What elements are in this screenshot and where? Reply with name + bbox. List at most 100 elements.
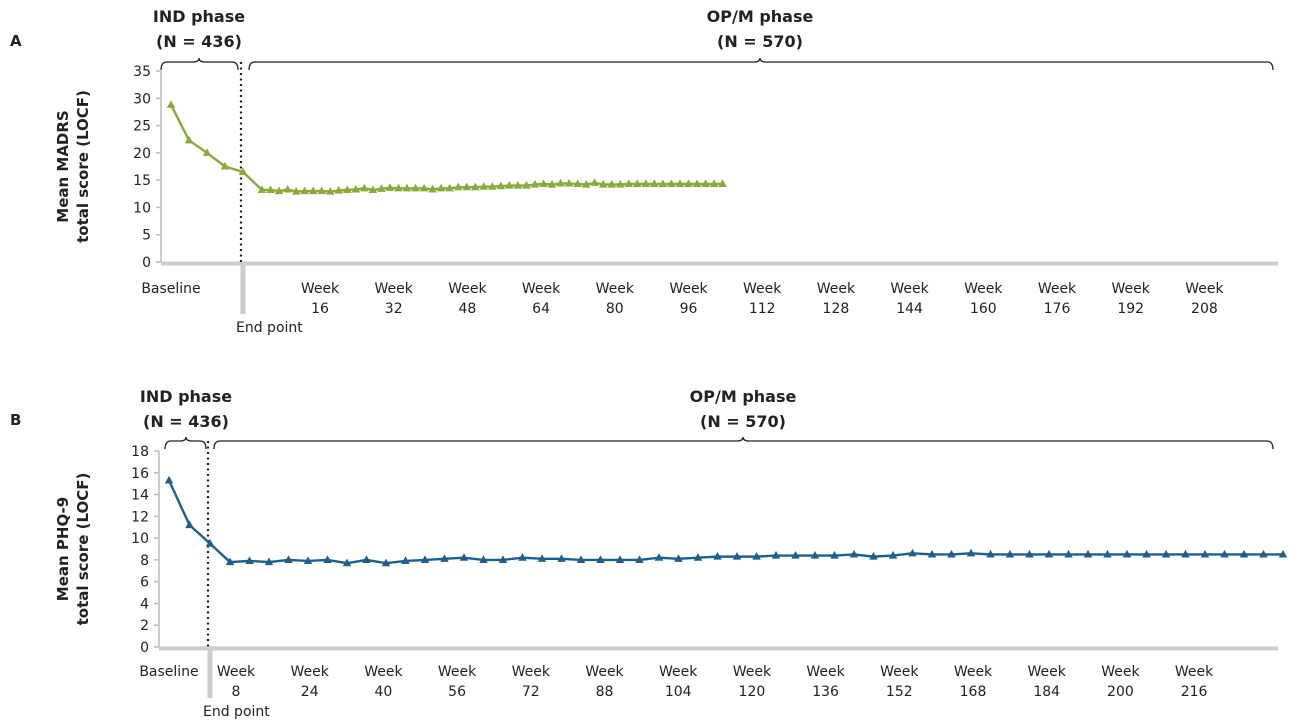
data-point bbox=[184, 135, 194, 144]
phase-n-ind: (N = 436) bbox=[143, 412, 229, 431]
data-point bbox=[718, 179, 727, 188]
phase-brace-ind bbox=[164, 436, 207, 450]
x-tick-baseline: Baseline bbox=[139, 664, 198, 680]
x-tick-week-word: Week bbox=[1175, 664, 1214, 680]
data-point bbox=[522, 181, 531, 189]
data-point bbox=[185, 520, 194, 529]
data-point bbox=[752, 552, 761, 560]
data-point bbox=[284, 555, 293, 563]
data-point bbox=[667, 179, 676, 188]
x-tick-week-word: Week bbox=[301, 281, 340, 297]
data-point bbox=[360, 183, 369, 192]
x-tick-week-number: 112 bbox=[749, 301, 776, 317]
data-point bbox=[453, 182, 463, 191]
data-point bbox=[202, 148, 212, 156]
data-point bbox=[381, 558, 391, 567]
data-point bbox=[220, 161, 230, 170]
data-point bbox=[245, 556, 254, 565]
data-point bbox=[164, 475, 174, 484]
data-point bbox=[1005, 549, 1015, 558]
data-point bbox=[401, 556, 410, 565]
data-point bbox=[225, 557, 235, 566]
data-point bbox=[428, 184, 437, 193]
y-tick-label: 14 bbox=[131, 488, 149, 504]
data-point bbox=[658, 179, 668, 188]
data-point bbox=[684, 179, 693, 188]
y-tick-label: 10 bbox=[133, 200, 151, 216]
data-point bbox=[385, 183, 395, 191]
y-tick-label: 8 bbox=[140, 553, 149, 569]
x-tick-week-word: Week bbox=[448, 281, 487, 297]
data-point bbox=[633, 179, 642, 188]
data-point bbox=[377, 184, 386, 192]
data-point bbox=[607, 179, 616, 188]
y-tick-label: 25 bbox=[133, 119, 151, 135]
data-point bbox=[266, 185, 275, 194]
series-line bbox=[169, 104, 723, 193]
data-point bbox=[1200, 549, 1210, 558]
y-tick-label: 15 bbox=[133, 173, 151, 189]
x-tick-week-number: 104 bbox=[665, 684, 692, 700]
y-tick-label: 2 bbox=[140, 618, 149, 634]
data-point bbox=[1181, 549, 1190, 558]
data-point bbox=[693, 553, 703, 561]
x-tick-week-number: 8 bbox=[232, 684, 241, 700]
data-point bbox=[479, 182, 489, 190]
data-point bbox=[849, 549, 859, 558]
x-tick-week-number: 96 bbox=[680, 301, 698, 317]
phase-label-ind: IND phase bbox=[153, 7, 245, 26]
x-tick-week-number: 152 bbox=[886, 684, 913, 700]
y-tick-label: 30 bbox=[133, 91, 151, 107]
data-point bbox=[547, 179, 557, 188]
data-point bbox=[654, 553, 664, 561]
endpoint-label: End point bbox=[236, 320, 303, 336]
data-point bbox=[1220, 549, 1229, 558]
data-point bbox=[713, 552, 722, 560]
x-tick-week-word: Week bbox=[375, 281, 414, 297]
y-tick-label: 0 bbox=[140, 640, 149, 656]
phase-label-opm: OP/M phase bbox=[690, 387, 797, 406]
data-point bbox=[810, 550, 820, 559]
series bbox=[166, 100, 727, 195]
data-point bbox=[505, 181, 514, 189]
data-point bbox=[650, 179, 659, 188]
data-point bbox=[325, 187, 335, 195]
x-tick-week-word: Week bbox=[585, 664, 624, 680]
data-point bbox=[986, 549, 995, 558]
data-point bbox=[947, 549, 956, 558]
y-tick-label: 18 bbox=[131, 444, 149, 460]
data-point bbox=[1064, 549, 1073, 558]
y-tick-label: 5 bbox=[142, 228, 151, 244]
x-tick-week-word: Week bbox=[512, 664, 551, 680]
x-tick-week-number: 216 bbox=[1181, 684, 1208, 700]
data-point bbox=[675, 179, 685, 188]
x-tick-week-word: Week bbox=[1038, 281, 1077, 297]
data-point bbox=[264, 557, 274, 566]
data-point bbox=[908, 548, 917, 557]
data-point bbox=[596, 555, 605, 563]
x-tick-baseline: Baseline bbox=[141, 281, 200, 297]
x-tick-week-number: 168 bbox=[960, 684, 987, 700]
endpoint-bar bbox=[240, 262, 246, 314]
data-point bbox=[635, 555, 644, 563]
x-tick-week-number: 200 bbox=[1107, 684, 1134, 700]
y-tick-label: 10 bbox=[131, 531, 149, 547]
phase-brace-opm bbox=[213, 436, 1274, 450]
x-tick-week-word: Week bbox=[291, 664, 330, 680]
data-point bbox=[1025, 549, 1034, 558]
x-tick-week-number: 128 bbox=[823, 301, 850, 317]
data-point bbox=[291, 187, 301, 195]
x-tick-week-word: Week bbox=[669, 281, 708, 297]
data-point bbox=[674, 554, 683, 562]
x-tick-week-word: Week bbox=[1185, 281, 1224, 297]
y-tick-label: 12 bbox=[131, 509, 149, 525]
data-point bbox=[283, 184, 292, 193]
x-tick-week-number: 136 bbox=[812, 684, 839, 700]
data-point bbox=[411, 183, 420, 192]
data-point bbox=[1239, 549, 1249, 558]
data-point bbox=[581, 179, 591, 188]
data-point bbox=[641, 179, 651, 188]
x-tick-week-word: Week bbox=[733, 664, 772, 680]
y-tick-label: 4 bbox=[140, 596, 149, 612]
